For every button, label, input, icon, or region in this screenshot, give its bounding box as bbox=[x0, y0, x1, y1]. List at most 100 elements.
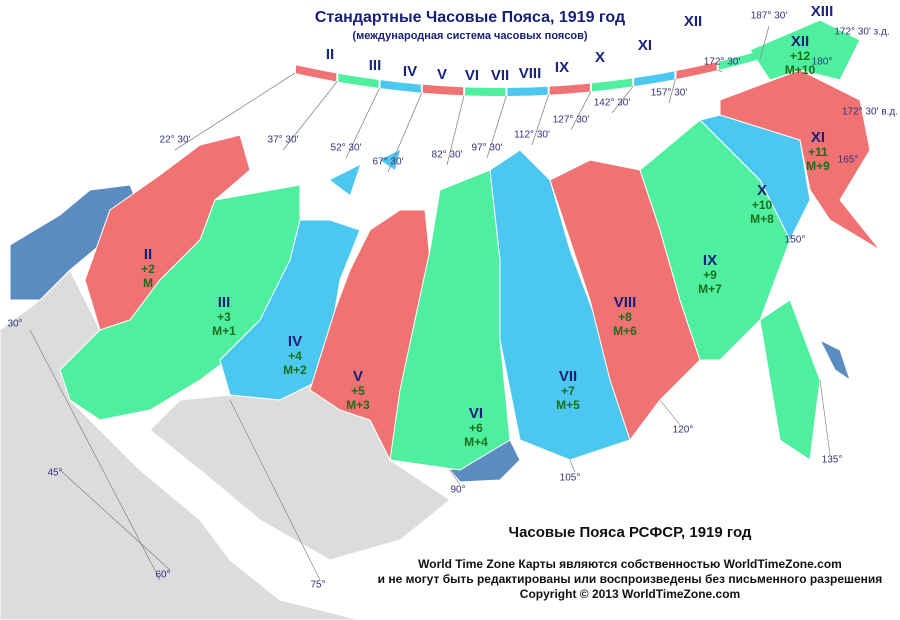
meridian-line bbox=[387, 92, 423, 173]
zone-moscow: M+9 bbox=[806, 159, 830, 173]
meridian-line bbox=[345, 87, 380, 159]
meridian-label: 67° 30' bbox=[373, 157, 404, 168]
meridian-line bbox=[486, 95, 507, 159]
meridian-label: 187° 30' bbox=[751, 11, 788, 22]
meridian-label: 172° 30' в.д. bbox=[842, 107, 898, 118]
zone-xii bbox=[749, 19, 861, 81]
meridian-label: 180° bbox=[812, 57, 833, 68]
meridian-label: 112° 30' bbox=[514, 130, 550, 141]
meridians bbox=[29, 25, 831, 581]
arc-segment bbox=[507, 86, 548, 96]
zone-offset: +11 bbox=[808, 145, 828, 159]
meridian-line bbox=[659, 399, 681, 426]
arc-segment bbox=[422, 84, 464, 96]
meridian-line bbox=[611, 86, 634, 114]
meridian-label: 127° 30' bbox=[553, 115, 590, 126]
meridian-line bbox=[531, 94, 550, 146]
meridian-label: 150° bbox=[785, 235, 806, 246]
arc-segment bbox=[591, 78, 633, 92]
meridian-line bbox=[29, 329, 161, 581]
meridian-line bbox=[446, 95, 465, 166]
zone-arc bbox=[296, 51, 759, 96]
arc-segment bbox=[549, 83, 590, 95]
island bbox=[818, 338, 851, 382]
zone-numeral: IV bbox=[288, 333, 302, 350]
zone-offset: +9 bbox=[703, 268, 717, 282]
title: Стандартные Часовые Пояса, 1919 год bbox=[315, 9, 625, 26]
zone-numeral: IX bbox=[703, 252, 717, 269]
footer-title: Часовые Пояса РСФСР, 1919 год bbox=[509, 524, 752, 541]
meridian-label: 75° bbox=[310, 580, 325, 591]
meridian-line bbox=[717, 69, 723, 73]
arc-label: III bbox=[369, 57, 382, 74]
arc-label: XII bbox=[684, 13, 702, 30]
arc-segment bbox=[296, 65, 337, 82]
zone-numeral: VII bbox=[559, 368, 577, 385]
land bbox=[0, 19, 881, 620]
meridian-label: 60° bbox=[155, 570, 170, 581]
arc-label: VII bbox=[491, 67, 509, 84]
zone-offset: +6 bbox=[469, 421, 483, 435]
arc-label: V bbox=[437, 66, 447, 83]
zone-offset: +8 bbox=[618, 310, 632, 324]
island bbox=[330, 165, 360, 195]
meridian-label: 22° 30' bbox=[160, 135, 191, 146]
zone-moscow: M+2 bbox=[283, 363, 307, 377]
zone-numeral: V bbox=[353, 368, 363, 385]
zone-vii bbox=[489, 149, 631, 461]
meridian-line bbox=[570, 91, 592, 131]
zone-offset: +3 bbox=[217, 310, 231, 324]
zone-moscow: M+4 bbox=[464, 435, 488, 449]
meridian-label: 120° bbox=[673, 425, 694, 436]
meridian-label: 37° 30' bbox=[268, 135, 299, 146]
zone-ix-coast bbox=[759, 299, 821, 461]
zone-offset: +2 bbox=[141, 262, 155, 276]
meridian-label: 135° bbox=[822, 455, 843, 466]
zone-moscow: M+10 bbox=[785, 63, 816, 77]
zone-numeral: XI bbox=[811, 129, 825, 146]
meridian-label: 82° 30' bbox=[432, 150, 463, 161]
meridian-label: 52° 30' bbox=[331, 143, 362, 154]
zone-numeral: XII bbox=[791, 33, 809, 50]
zone-numeral: III bbox=[218, 294, 231, 311]
meridian-line bbox=[569, 459, 576, 473]
zone-offset: +12 bbox=[790, 49, 811, 63]
zone-moscow: M+7 bbox=[698, 282, 722, 296]
arc-label: VI bbox=[465, 67, 479, 84]
arc-segment bbox=[338, 73, 379, 88]
zone-viii bbox=[549, 159, 701, 442]
meridian-line bbox=[819, 379, 831, 456]
arc-segment bbox=[634, 71, 675, 87]
arc-label: VIII bbox=[519, 65, 542, 82]
arc-label: IX bbox=[555, 59, 569, 76]
labels: Стандартные Часовые Пояса, 1919 год (межд… bbox=[7, 3, 898, 601]
meridian-line bbox=[668, 79, 676, 104]
arc-label: X bbox=[595, 49, 605, 66]
zone-moscow: M bbox=[143, 276, 153, 290]
zone-numeral: X bbox=[757, 182, 767, 199]
zone-offset: +10 bbox=[752, 198, 773, 212]
meridian-label: 165° bbox=[838, 155, 859, 166]
meridian-label: 90° bbox=[450, 485, 465, 496]
meridian-line bbox=[282, 81, 338, 151]
arc-label: IV bbox=[403, 63, 417, 80]
meridian-label: 157° 30' bbox=[651, 88, 688, 99]
footer-notice: и не могут быть редактированы или воспро… bbox=[378, 572, 883, 586]
zone-numeral: VI bbox=[469, 405, 483, 422]
zone-moscow: M+8 bbox=[750, 212, 774, 226]
arc-segment bbox=[676, 62, 717, 79]
arc-label: XIII bbox=[811, 3, 834, 20]
meridian-label: 172° 30' з.д. bbox=[834, 27, 889, 38]
arc-label: II bbox=[326, 46, 334, 63]
subtitle: (международная система часовых поясов) bbox=[352, 30, 588, 42]
zone-numeral: II bbox=[144, 246, 152, 263]
footer-notice: World Time Zone Карты являются собственн… bbox=[418, 557, 842, 571]
meridian-line bbox=[449, 469, 461, 486]
zone-offset: +5 bbox=[351, 384, 365, 398]
zone-moscow: M+6 bbox=[613, 324, 637, 338]
zone-xi bbox=[719, 69, 881, 251]
zone-moscow: M+1 bbox=[212, 324, 236, 338]
meridian-line bbox=[759, 25, 770, 60]
meridian-line bbox=[229, 399, 321, 581]
